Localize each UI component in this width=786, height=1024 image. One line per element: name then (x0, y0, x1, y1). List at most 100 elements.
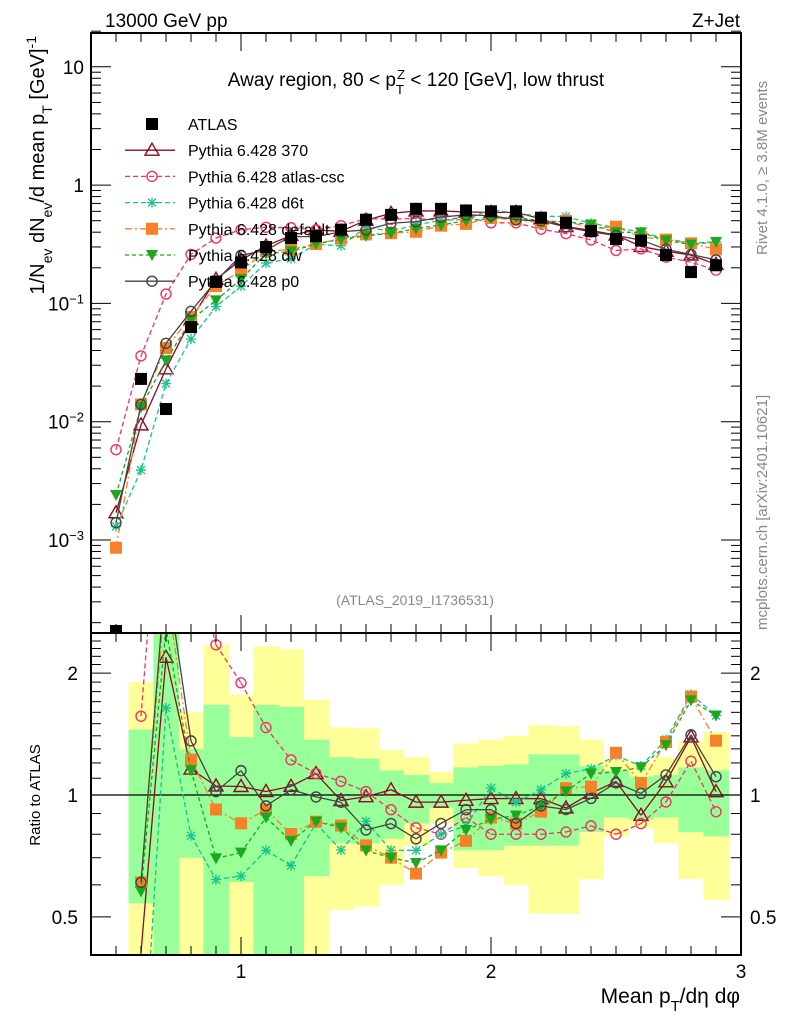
ratio-point-atlas-csc (360, 785, 372, 798)
ratio-point-atlas-csc (285, 754, 297, 766)
data-point-atlas-csc (110, 443, 122, 456)
ratio-point-p0 (435, 817, 447, 830)
y-tick-exponent: −3 (69, 528, 84, 543)
ratio-point-370 (382, 781, 400, 796)
ratio-tick-label-right: 1 (750, 786, 761, 807)
y-tick-base: 1 (73, 176, 84, 197)
label-part: ev (39, 249, 55, 264)
data-point-dw (185, 314, 197, 326)
ratio-series-370 (140, 648, 725, 953)
legend-label: Pythia 6.428 default (188, 222, 330, 239)
ratio-point-dw (260, 812, 272, 824)
label-part: /d mean p (27, 114, 49, 203)
ratio-point-dw (385, 852, 397, 864)
data-point-atlas-csc (610, 244, 622, 257)
ratio-point-atlas-csc (610, 828, 622, 840)
ratio-point-dw (585, 768, 597, 780)
ratio-point-370 (432, 793, 450, 808)
data-point-d6t (261, 258, 271, 269)
y-tick-base: 10 (48, 413, 69, 434)
ratio-point-dw (710, 710, 722, 722)
ratio-point-default (410, 867, 422, 880)
data-point-atlas (435, 202, 447, 215)
title-part: Z (397, 67, 405, 82)
ratio-point-p0 (710, 771, 722, 783)
data-point-dw (235, 274, 247, 286)
legend-label: Pythia 6.428 atlas-csc (188, 169, 345, 186)
ratio-line-atlas-csc (140, 633, 717, 835)
ratio-line-p0 (140, 633, 717, 883)
ratio-point-p0 (210, 785, 222, 798)
label-part: -1 (23, 36, 39, 49)
data-point-d6t (361, 222, 371, 233)
legend-label: Pythia 6.428 d6t (188, 196, 304, 213)
data-point-atlas (535, 211, 547, 224)
series-atlas (110, 202, 722, 633)
label-part: T (39, 105, 55, 114)
data-point-atlas (160, 403, 172, 416)
legend-label: Pythia 6.428 dw (188, 248, 302, 265)
x-tick-label: 2 (486, 962, 497, 983)
legend-entry: ATLAS (146, 117, 238, 134)
ratio-point-default (610, 746, 622, 759)
legend-marker (146, 275, 158, 287)
ratio-point-dw (460, 824, 472, 836)
inner-band (528, 754, 554, 846)
header-left: 13000 GeV pp (105, 11, 228, 32)
legend-marker (146, 222, 158, 235)
data-point-atlas (685, 266, 697, 279)
ratio-point-p0 (535, 800, 547, 812)
ratio-series (135, 633, 725, 955)
label-part: /dη dφ (680, 985, 740, 1008)
ratio-series-d6t (149, 689, 721, 955)
legend-marker (146, 170, 158, 183)
ratio-point-atlas-csc (235, 677, 247, 689)
label-part: Mean p (601, 985, 671, 1008)
data-point-dw (660, 235, 672, 247)
data-point-atlas (460, 204, 472, 217)
y-tick-label: 10 (63, 58, 84, 79)
ratio-point-p0 (410, 833, 422, 845)
data-point-atlas-csc (260, 221, 272, 233)
ratio-point-atlas-csc (310, 767, 322, 780)
ratio-point-370 (157, 648, 175, 664)
data-point-atlas (335, 223, 347, 236)
data-point-atlas (585, 224, 597, 237)
data-point-p0 (135, 398, 147, 411)
ratio-point-dw (660, 740, 672, 752)
data-point-dw (385, 228, 397, 240)
data-point-d6t (136, 465, 146, 476)
y-tick-base: 10 (48, 531, 69, 552)
legend-label: ATLAS (188, 117, 238, 134)
inner-band (703, 770, 729, 837)
x-axis-label: Mean pT/dη dφ (601, 985, 740, 1015)
ratio-point-default (635, 777, 647, 790)
legend-label: Pythia 6.428 370 (188, 143, 308, 160)
data-point-atlas (285, 232, 297, 245)
ratio-point-370 (607, 773, 625, 788)
series-line-atlas-csc (115, 216, 717, 450)
ratio-point-370 (707, 783, 725, 798)
ratio-point-370 (407, 793, 425, 808)
data-point-dw (210, 295, 222, 307)
ratio-point-atlas-csc (585, 820, 597, 832)
rivet-label: Rivet 4.1.0, ≥ 3.8M events (754, 81, 771, 255)
data-point-atlas-csc (235, 223, 247, 236)
data-point-dw (435, 219, 447, 231)
inner-band (228, 737, 254, 882)
data-point-dw (635, 227, 647, 239)
ratio-point-370 (257, 783, 275, 798)
data-point-dw (610, 227, 622, 239)
inner-band (678, 767, 704, 833)
ratio-point-atlas-csc (485, 828, 497, 840)
data-point-atlas (660, 249, 672, 262)
ratio-point-default (460, 834, 472, 847)
ratio-tick-label-left: 2 (67, 664, 78, 685)
ratio-point-default (185, 753, 197, 766)
ratio-tick-label-right: 0.5 (750, 908, 776, 929)
ratio-point-d6t (336, 845, 346, 856)
data-point-atlas (485, 205, 497, 218)
data-point-dw (335, 234, 347, 246)
legend: ATLAS Pythia 6.428 370 Pythia 6.428 atlas-… (125, 117, 345, 291)
